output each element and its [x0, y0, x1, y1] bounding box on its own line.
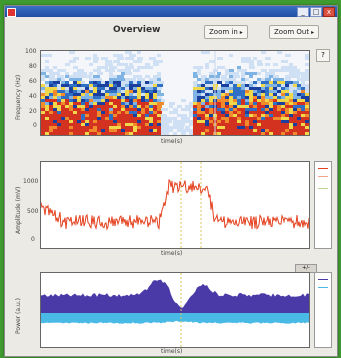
y-tick: 20: [29, 108, 37, 115]
signal-xlabel: time(s): [161, 250, 183, 257]
signal-plot[interactable]: [40, 161, 310, 249]
signal-legend: [314, 161, 332, 249]
envelope-lower-band: [41, 313, 309, 324]
y-tick: 60: [29, 78, 37, 85]
spectrogram-plot[interactable]: [40, 50, 310, 136]
signal-trace-chart: [41, 162, 309, 248]
envelope-chart: [41, 273, 309, 347]
y-tick: 500: [27, 208, 39, 215]
y-tick: 0: [31, 236, 35, 243]
close-button[interactable]: x: [323, 7, 335, 17]
y-tick: 80: [29, 63, 37, 70]
spectrogram-ylabel: Frequency (Hz): [15, 74, 22, 120]
envelope-xlabel: time(s): [161, 348, 183, 355]
title-bar[interactable]: _ □ x: [5, 6, 337, 17]
spectrogram-image: [41, 51, 309, 135]
envelope-ylabel: Power (a.u.): [15, 297, 22, 334]
zoom-out-label: Zoom Out: [274, 28, 310, 36]
minimize-button[interactable]: _: [297, 7, 309, 17]
y-tick: 40: [29, 93, 37, 100]
toolbar: Overview Zoom in ▸ Zoom Out ▸: [5, 19, 337, 41]
legend-swatch: [318, 279, 328, 280]
signal-ylabel: Amplitude (mV): [15, 186, 22, 234]
legend-swatch: [318, 287, 328, 288]
app-window: _ □ x Overview Zoom in ▸ Zoom Out ▸ ? Freq…: [4, 5, 338, 357]
envelope-panel: +/- Power (a.u.) time(s): [5, 264, 337, 356]
legend-swatch: [318, 168, 328, 169]
y-tick: 1000: [23, 178, 39, 185]
zoom-in-label: Zoom in: [209, 28, 238, 36]
page-title: Overview: [113, 25, 161, 35]
app-icon: [7, 8, 16, 17]
envelope-upper-band: [41, 279, 309, 313]
zoom-in-button[interactable]: Zoom in ▸: [204, 25, 248, 39]
y-tick: 0: [33, 122, 37, 129]
spectrogram-panel: Frequency (Hz) 100 80 60 40 20 0 time(s): [5, 42, 337, 152]
help-button[interactable]: ?: [316, 49, 330, 62]
envelope-plot[interactable]: [40, 272, 310, 348]
signal-trace: [41, 178, 309, 231]
y-tick: 100: [25, 48, 37, 55]
signal-panel: Amplitude (mV) 1000 500 0 time(s): [5, 156, 337, 261]
zoom-out-button[interactable]: Zoom Out ▸: [269, 25, 320, 39]
play-icon: ▸: [311, 29, 315, 36]
play-icon: ▸: [239, 29, 243, 36]
envelope-legend: [314, 272, 332, 348]
legend-swatch: [318, 176, 328, 177]
maximize-button[interactable]: □: [310, 7, 322, 17]
legend-swatch: [318, 188, 328, 189]
spectrogram-xlabel: time(s): [161, 138, 183, 145]
